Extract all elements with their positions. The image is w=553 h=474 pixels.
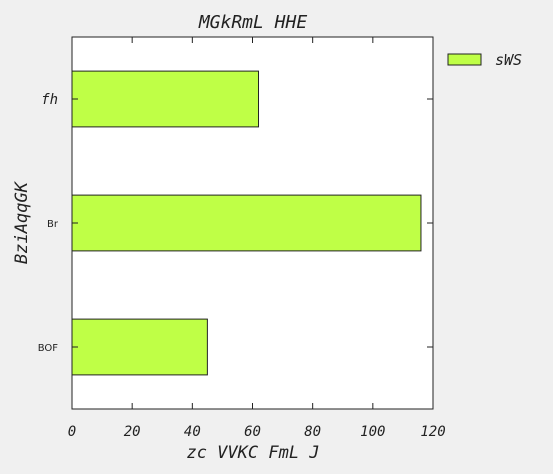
y-tick-label-fh: fh [41, 92, 58, 108]
x-tick-label-0: 0 [68, 424, 76, 440]
bar-br [71, 194, 422, 252]
chart-title: MGkRmL HHE [198, 12, 308, 33]
y-tick-label-bof: BOF [38, 343, 59, 354]
y-axis-label: BziAqqGK [12, 180, 32, 264]
bars [71, 70, 422, 376]
x-axis-label: zc VVKC FmL J [186, 443, 319, 463]
x-tick-label-20: 20 [124, 424, 141, 440]
bar-fh [71, 70, 260, 128]
bar-bof [71, 318, 208, 376]
x-tick-label-60: 60 [244, 424, 261, 440]
legend: sWS [447, 51, 522, 69]
x-tick-label-120: 120 [420, 424, 445, 440]
x-tick-label-40: 40 [184, 424, 201, 440]
legend-label-sws: sWS [495, 51, 522, 69]
legend-swatch-sws [447, 53, 482, 66]
x-tick-label-100: 100 [360, 424, 385, 440]
x-tick-label-80: 80 [304, 424, 321, 440]
ticks: BOF Br fh 0 20 40 60 80 100 120 [38, 37, 446, 440]
y-tick-label-br: Br [47, 219, 59, 230]
